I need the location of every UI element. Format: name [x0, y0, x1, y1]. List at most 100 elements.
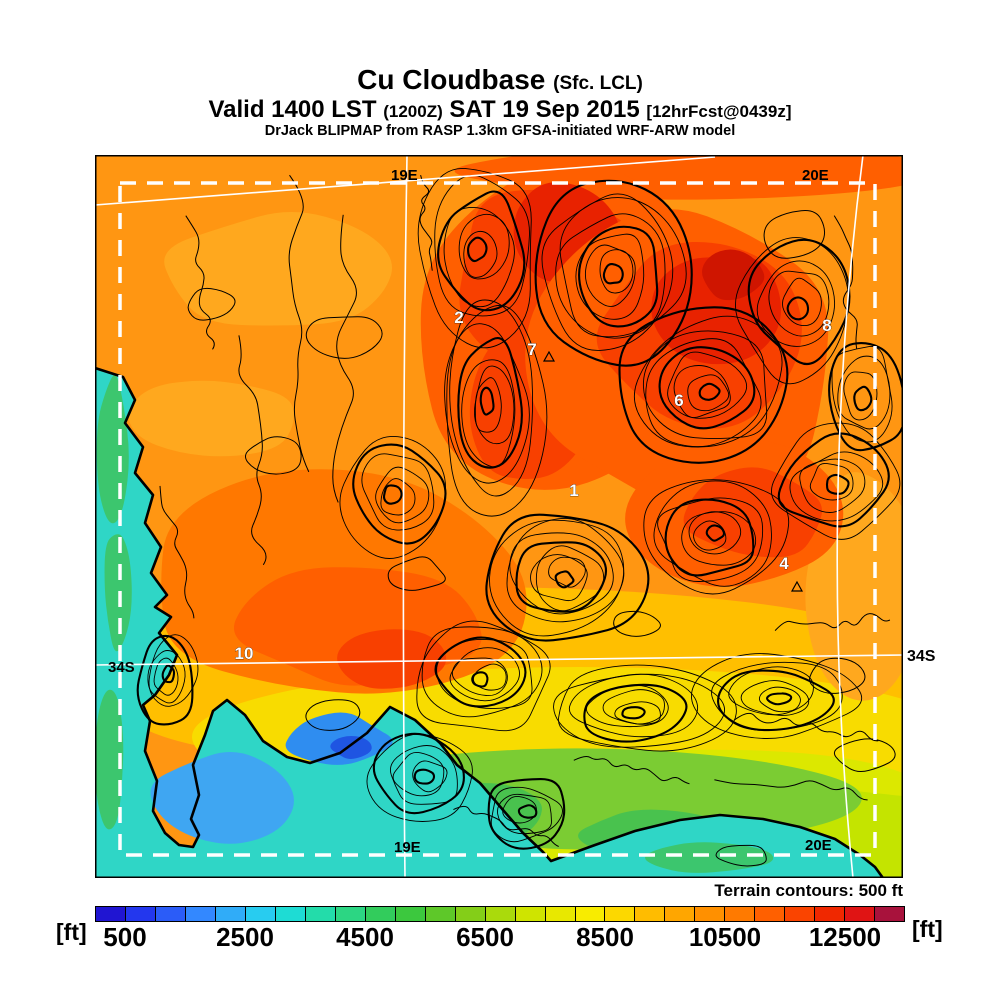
terrain-contour	[457, 337, 523, 469]
terrain-contour	[451, 657, 508, 697]
legend-cell	[395, 907, 426, 921]
terrain-contour	[352, 443, 447, 545]
terrain-contour	[657, 497, 764, 582]
terrain-contour	[187, 287, 236, 321]
contour-cluster	[444, 299, 548, 517]
terrain-contour	[717, 669, 835, 732]
terrain-contour	[766, 692, 793, 706]
grid-label-34S: 34S	[108, 659, 135, 676]
terrain-contour	[833, 215, 858, 349]
terrain-contour	[238, 335, 267, 566]
legend-cell	[155, 907, 186, 921]
page-title: Cu Cloudbase (Sfc. LCL)	[0, 64, 1000, 96]
fill-region	[164, 212, 393, 326]
terrain-contour	[305, 316, 383, 359]
site-label-2: 2	[454, 308, 463, 327]
terrain-contour	[555, 213, 666, 339]
terrain-contour	[658, 346, 756, 430]
terrain-contour	[517, 804, 538, 819]
legend-tick: 4500	[336, 922, 394, 952]
terrain-contour	[599, 249, 634, 294]
terrain-contour	[412, 760, 448, 793]
forecast-map: 19E 20E 19E 20E 34S 2 7 8 6 1 4 10	[95, 155, 903, 878]
terrain-contour	[771, 422, 901, 540]
map-border	[95, 155, 903, 878]
site-marker-triangle	[542, 350, 556, 362]
legend-cell	[815, 907, 846, 921]
legend-cell	[635, 907, 666, 921]
terrain-contour	[786, 296, 810, 321]
contour-cluster	[553, 664, 737, 752]
terrain-contour	[633, 315, 783, 448]
terrain-contour	[573, 755, 690, 785]
terrain-contour	[463, 230, 498, 278]
terrain-contour	[691, 653, 863, 739]
ocean-patch	[150, 751, 294, 844]
terrain-contour	[474, 365, 515, 445]
contour-cluster	[136, 634, 199, 726]
terrain-contour	[375, 466, 430, 524]
grid-label-19E: 19E	[394, 839, 421, 856]
legend-cell	[605, 907, 636, 921]
terrain-contour	[733, 712, 879, 742]
legend-cell	[455, 907, 486, 921]
terrain-contour	[853, 385, 873, 412]
terrain-contour	[453, 805, 559, 847]
parallel-33S	[95, 156, 716, 206]
domain-boundary	[118, 181, 877, 857]
site-label-7: 7	[527, 340, 536, 359]
legend-cell	[665, 907, 696, 921]
valid-zulu: (1200Z)	[383, 102, 443, 121]
terrain-contour	[474, 377, 502, 433]
terrain-contour	[245, 436, 302, 475]
site-label-6: 6	[674, 391, 683, 410]
legend-tick: 500	[103, 922, 147, 952]
terrain-contour	[559, 197, 687, 338]
terrain-contour	[714, 779, 868, 801]
colorbar-ticks: 500 2500 4500 6500 8500 10500 12500	[95, 922, 905, 956]
grid-label-20E: 20E	[802, 167, 829, 184]
terrain-contour	[506, 517, 625, 623]
title-note: (Sfc. LCL)	[553, 73, 643, 94]
contour-cluster	[487, 778, 566, 850]
ocean-patch	[104, 534, 132, 652]
terrain-contour	[575, 233, 645, 320]
terrain-contour	[387, 556, 446, 591]
terrain-contour	[621, 706, 646, 720]
terrain-contour	[332, 214, 357, 503]
terrain-contour	[548, 556, 586, 588]
terrain-contour	[449, 647, 520, 702]
site-label-1: 1	[569, 481, 578, 500]
terrain-contour	[417, 168, 532, 349]
terrain-contour	[715, 844, 767, 867]
terrain-contour	[361, 453, 435, 531]
terrain-contour	[467, 236, 488, 263]
terrain-contour	[419, 174, 433, 271]
terrain-contour	[437, 190, 526, 312]
legend-cell	[515, 907, 546, 921]
terrain-contour	[642, 330, 768, 440]
terrain-contour	[421, 626, 543, 718]
legend-tick: 8500	[576, 922, 634, 952]
legend-cell	[335, 907, 366, 921]
valid-forecast-tag: [12hrFcst@0439z]	[646, 102, 792, 121]
legend-cell	[125, 907, 156, 921]
terrain-contour	[664, 498, 755, 577]
colorbar-legend	[95, 906, 905, 922]
terrain-contour	[535, 545, 605, 612]
terrain-contour	[777, 432, 890, 528]
map-canvas: 19E 20E 19E 20E 34S 2 7 8 6 1 4 10	[95, 155, 903, 878]
terrain-contour	[687, 374, 730, 412]
terrain-contour	[578, 225, 659, 328]
terrain-contour	[688, 511, 742, 555]
legend-tick: 6500	[456, 922, 514, 952]
legend-cell	[785, 907, 816, 921]
terrain-contour	[768, 270, 830, 337]
terrain-contour	[698, 382, 721, 401]
legend-cell	[845, 907, 876, 921]
terrain-contour	[288, 174, 310, 473]
terrain-contour	[568, 673, 699, 738]
terrain-contour	[602, 263, 624, 285]
terrain-contour	[153, 657, 179, 696]
